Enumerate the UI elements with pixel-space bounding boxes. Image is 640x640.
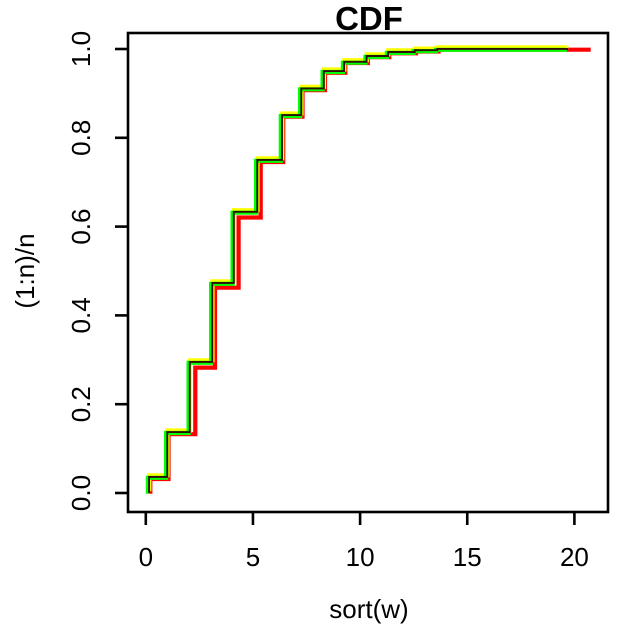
y-tick-label: 0.2 [66,386,96,422]
y-tick-label: 0.6 [66,209,96,245]
x-axis-label: sort(w) [329,594,408,624]
series-lines [145,45,591,494]
y-axis-label: (1:n)/n [10,233,40,308]
series-yellow-ecdf-line [147,45,569,492]
y-tick-label: 0.8 [66,120,96,156]
axis-ticks: 0 5 10 15 20 0.0 0.2 0.4 0.6 0.8 1.0 [66,31,589,572]
x-tick-label: 10 [346,542,375,572]
y-tick-label: 0.4 [66,297,96,333]
x-tick-label: 5 [246,542,260,572]
y-tick-label: 1.0 [66,31,96,67]
y-tick-label: 0.0 [66,475,96,511]
series-red-ecdf-line [148,47,591,494]
x-tick-label: 0 [139,542,153,572]
x-tick-label: 15 [453,542,482,572]
plot-box [126,31,610,514]
x-tick-label: 20 [560,542,589,572]
series-green-ecdf-line [145,47,567,494]
chart-title: CDF [335,0,403,37]
series-overlap-core-line [148,47,569,493]
